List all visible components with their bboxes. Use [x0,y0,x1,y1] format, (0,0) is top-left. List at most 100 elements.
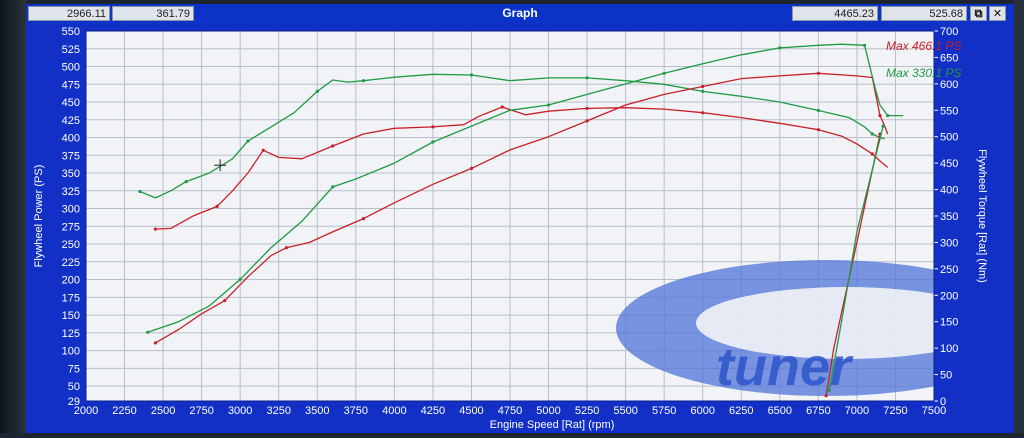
series-point [585,76,589,80]
y-tick-label: 325 [62,186,80,198]
series-point [431,140,435,144]
x-tick-label: 4500 [459,405,483,417]
series-point [546,103,551,107]
series-point [585,119,589,123]
x-tick-label: 2750 [189,405,213,417]
series-point [662,71,666,75]
y2-tick-label: 500 [940,132,958,144]
y2-tick-label: 250 [940,264,958,276]
x-axis-title: Engine Speed [Rat] (rpm) [490,419,615,431]
series-point [153,341,157,345]
x-tick-label: 5250 [575,405,599,417]
restore-button[interactable]: ⧉ [970,6,987,21]
series-point [870,132,874,136]
y-tick-label: 375 [62,150,80,162]
close-button[interactable]: ✕ [989,6,1006,21]
series-point [863,43,867,47]
dyno-chart: tuner 2000 2250 2500 2750 3000 3250 3500 3750 40… [33,26,988,431]
y-tick-label: 225 [62,257,80,269]
y-tick-label: 300 [62,204,80,216]
y2-tick-label: 150 [940,317,958,329]
y-tick-label: 150 [62,310,80,322]
y-tick-label: 50 [68,381,80,393]
series-point [238,277,242,281]
monitor-bezel-right [1014,0,1024,433]
series-line-2 [155,72,889,344]
series-point [701,89,705,93]
y2-tick-label: 100 [940,343,958,355]
monitor-bezel-left [0,0,26,433]
series-point [284,246,288,250]
series-point [878,114,882,118]
series-point [138,189,142,194]
series-point [701,111,705,115]
x-tick-label: 5000 [536,405,560,417]
x-tick-label: 2250 [112,405,136,417]
x-tick-label: 2500 [151,405,175,417]
readout-value-left: 361.79 [112,6,194,21]
y-tick-label: 425 [62,115,80,127]
series-layer [138,43,904,398]
y-tick-label: 100 [62,346,80,358]
watermark-logo: tuner [616,260,934,397]
x-tick-label: 4000 [382,405,406,417]
y2-tick-label: 300 [940,237,958,249]
series-point [246,139,250,143]
y-tick-label: 500 [62,62,80,74]
x-tick-label: 5500 [613,405,637,417]
y-tick-label: 400 [62,133,80,145]
x-tick-label: 5750 [652,405,676,417]
series-point [331,144,335,148]
y-tick-label: 125 [62,328,80,340]
y-tick-label: 475 [62,79,80,91]
series-point [816,108,821,113]
x-tick-label: 7500 [922,405,946,417]
x-tick-label: 3750 [344,405,368,417]
series-point [870,152,874,156]
y-tick-label: 350 [62,168,80,180]
x-tick-label: 6250 [729,405,753,417]
series-point [361,79,366,83]
series-point [816,128,821,132]
x-tick-label: 4750 [498,405,522,417]
x-tick-label: 3500 [305,405,329,417]
readout-rpm-right: 4465.23 [792,6,878,21]
y2-tick-label: 600 [940,79,958,91]
series-point [881,124,885,128]
series-point [261,148,265,152]
plot-border [85,30,935,402]
y2-tick-label: 450 [940,158,958,170]
series-point [469,73,474,77]
x-tick-label: 6000 [690,405,714,417]
y2-axis-title: Flywheel Torque [Rat] (Nm) [976,149,988,283]
y-axis-title: Flywheel Power (PS) [33,165,45,268]
y2-tick-label: 200 [940,290,958,302]
x-tick-label: 6500 [768,405,792,417]
series-point [431,125,435,129]
series-line-1 [139,73,885,199]
series-point [827,388,831,392]
x-tick-label: 2000 [74,405,98,417]
y2-tick-label: 400 [940,185,958,197]
series-line-0 [155,106,889,230]
series-point [585,106,589,110]
y-tick-label: 250 [62,239,80,251]
axes-layer: 2000 2250 2500 2750 3000 3250 3500 3750 4000 4250… [62,26,959,417]
y2-tick-label: 50 [940,370,952,382]
y-tick-label: 275 [62,221,80,233]
y-tick-label: 175 [62,292,80,304]
legend-entry: Max 466.1 PS [886,39,961,53]
series-point [361,217,366,221]
x-tick-label: 4250 [421,405,445,417]
series-point [701,84,705,89]
series-line-4 [825,133,881,396]
y-tick-label: 29 [68,396,80,408]
y2-tick-label: 550 [940,105,958,117]
title-bar: 2966.11 361.79 Graph 4465.23 525.68 ⧉ ✕ [26,4,1014,23]
readout-value-right: 525.68 [881,6,967,21]
legend: Max 466.1 PS Max 330.1 PS [886,39,961,80]
series-point [816,71,821,75]
series-point [778,46,782,50]
x-tick-label: 3000 [228,405,252,417]
